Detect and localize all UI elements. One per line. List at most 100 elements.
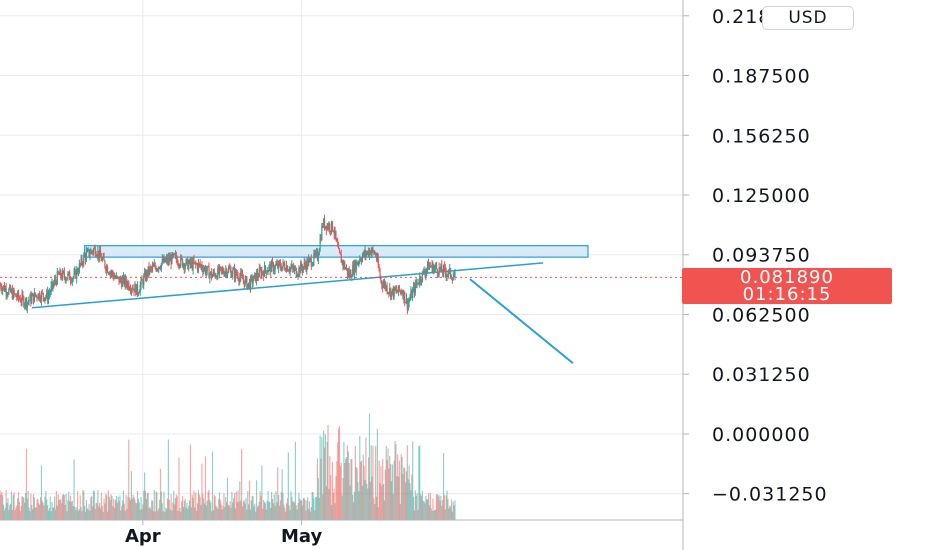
candle-body [187,258,189,270]
volume-bar [273,494,275,520]
candle-body [193,259,195,263]
volume-bar [172,502,174,520]
currency-button[interactable]: USD [762,6,854,30]
candle-body [32,293,34,297]
candle-body [230,269,232,277]
candle-body [268,266,270,271]
candle-body [289,267,291,272]
volume-bar [412,496,415,520]
volume-bar [405,482,407,520]
candle-body [240,272,242,278]
candle-body [47,291,49,301]
candle-body [176,259,178,265]
volume-bar [309,511,311,520]
candle-body [62,271,65,273]
candle-body [363,252,365,256]
candle-body [156,269,158,271]
volume-bar [30,493,32,520]
volume-bar [390,464,392,520]
volume-bar [135,502,137,520]
candle-body [153,264,155,267]
candle-body [238,279,240,282]
candle-body [335,230,337,239]
projected-decline-line[interactable] [469,278,574,365]
candle-body [149,267,151,274]
volume-bar [235,491,237,520]
volume-bar [96,502,98,520]
volume-bar [195,492,197,520]
candle-body [381,280,383,285]
candle-body [454,272,456,277]
volume-bar [148,508,150,520]
candle-body [334,230,336,235]
volume-bar [69,495,72,520]
candle-body [389,288,391,293]
candle-body [362,252,364,257]
volume-bar [443,495,446,520]
candle-body [43,297,45,301]
volume-bar [100,492,103,520]
candle-body [397,285,400,292]
volume-bar [316,458,319,520]
candle-body [10,290,13,292]
resistance-zone[interactable] [84,245,589,258]
volume-bar [230,507,232,520]
volume-bar [8,510,10,520]
candle-body [9,286,11,290]
candle-body [315,252,317,256]
candle-body [21,294,23,302]
candle-body [428,265,431,270]
price-axis-tick-label: 0.156250 [712,125,811,147]
candle-body [119,277,121,283]
volume-bar [372,445,374,520]
candle-body [321,226,323,240]
volume-bar [300,500,302,520]
volume-bar [261,465,263,520]
candle-body [226,270,228,276]
volume-bar [404,468,406,520]
trendlines[interactable] [31,262,574,365]
volume-bar [102,511,104,520]
candle-body [5,287,7,295]
volume-bar [56,505,58,520]
volume-bar [145,499,147,520]
volume-bar [181,501,183,520]
candle-body [38,293,40,299]
candle-body [402,292,404,299]
volume-bar [52,507,54,520]
price-axis-tick-label: 0.187500 [712,66,811,88]
volume-bar [356,468,358,520]
candle-body [131,289,133,291]
volume-bar [123,503,125,520]
candle-body [311,265,313,267]
candle-body [54,279,57,282]
volume-bar [9,505,11,520]
volume-bar [121,500,124,520]
candle-body [281,266,283,271]
volume-bar [391,464,393,520]
volume-bar [181,495,184,520]
candle-body [340,254,342,263]
candle-body [295,267,297,277]
volume-bar [328,489,330,520]
candle-body [446,274,448,277]
resistance-zone-rect[interactable] [84,245,589,258]
candle-body [218,266,221,274]
candle-body [171,253,173,264]
volume-bar [112,506,114,520]
candle-body [248,282,251,290]
volume-bar [325,486,327,520]
candle-body [8,289,10,295]
ascending-trendline[interactable] [31,262,544,309]
volume-bar [429,492,431,520]
candle-body [103,256,105,261]
volume-bar [350,459,352,520]
candle-body [57,271,59,274]
volume-bar [227,505,229,520]
candle-body [173,253,175,256]
candle-body [55,281,58,284]
volume-bar [286,498,289,520]
candle-body [365,250,367,256]
